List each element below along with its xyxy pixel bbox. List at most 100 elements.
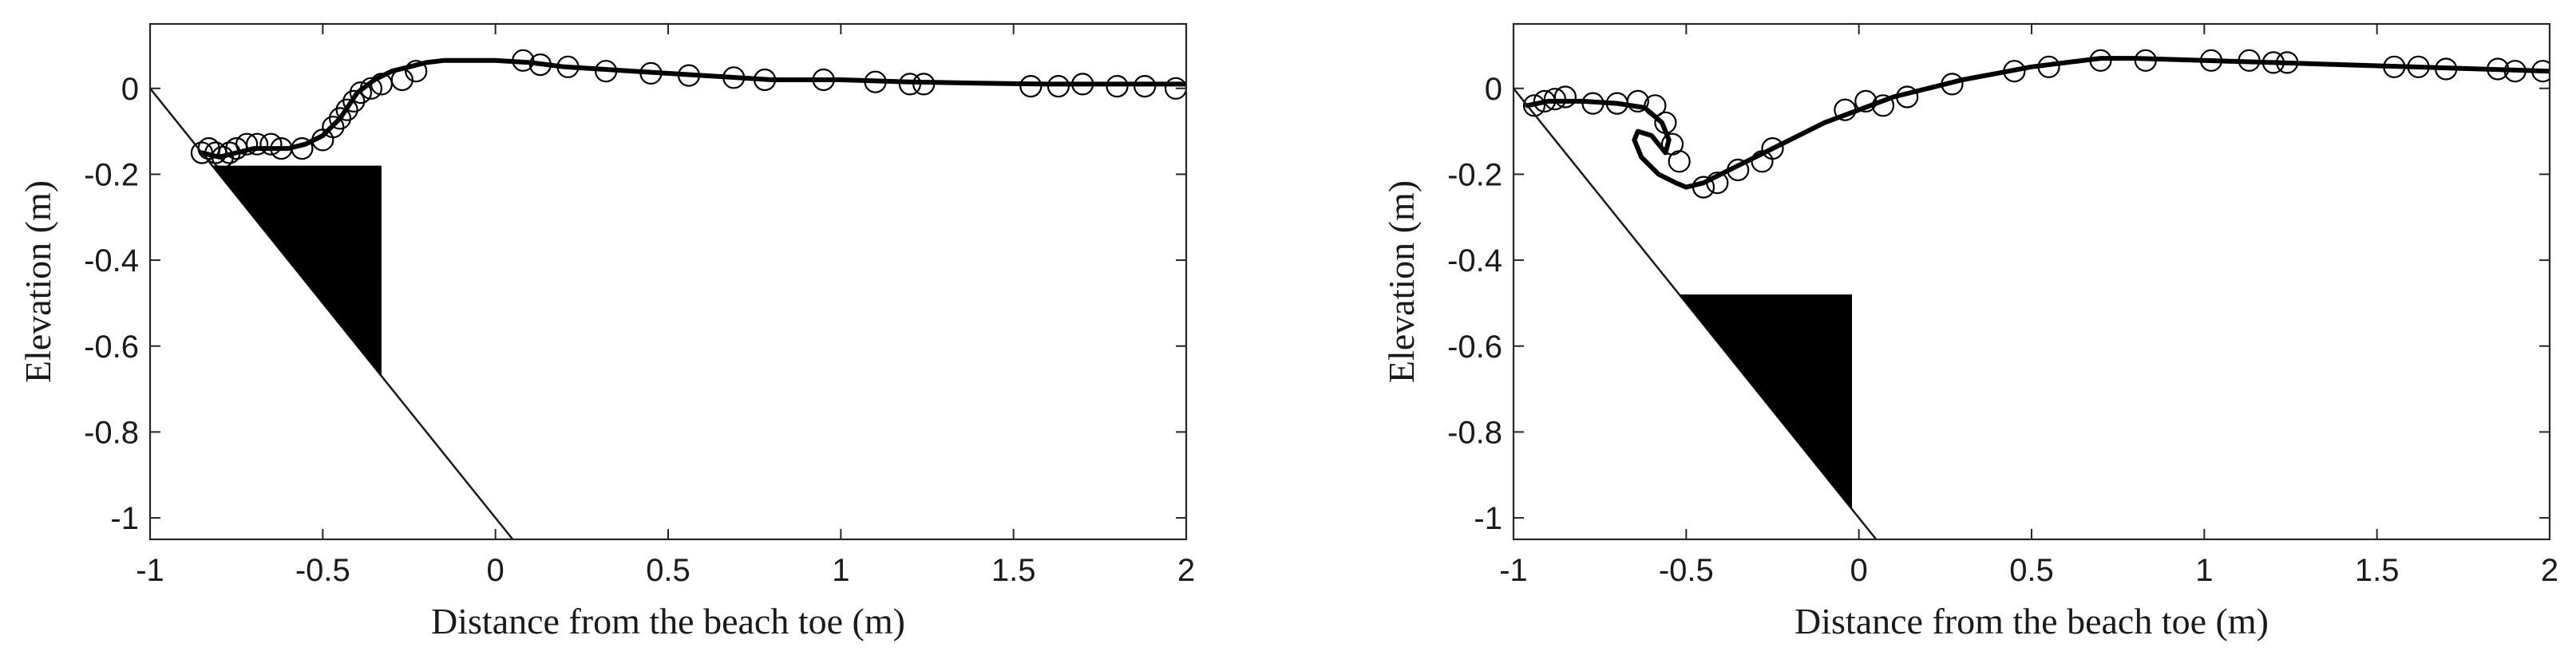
y-axis-label: Elevation (m) bbox=[1381, 180, 1422, 383]
y-tick-label: 0 bbox=[1485, 72, 1502, 107]
data-point bbox=[2383, 55, 2406, 78]
data-point bbox=[1668, 150, 1691, 173]
y-axis-label: Elevation (m) bbox=[18, 180, 58, 383]
y-tick-label: -1 bbox=[1474, 501, 1502, 536]
data-point bbox=[349, 81, 372, 105]
data-point bbox=[259, 132, 283, 156]
chart-left: -1 -0.5 0 0.5 1 1.5 2 0 -0.2 -0.4 -0.6 -0.8 -1 Distan… bbox=[18, 22, 1195, 641]
x-axis-label: Distance from the beach toe (m) bbox=[431, 601, 905, 641]
data-point bbox=[1133, 74, 1157, 98]
data-point bbox=[342, 89, 366, 113]
y-tick-label: -0.6 bbox=[84, 330, 139, 365]
data-point bbox=[359, 77, 382, 100]
data-point bbox=[912, 73, 936, 96]
y-tick-label: 0 bbox=[121, 72, 139, 107]
y-tick-label: -0.8 bbox=[1447, 415, 1502, 450]
data-point bbox=[722, 66, 746, 89]
y-tick-label: -0.2 bbox=[84, 157, 139, 192]
data-point bbox=[1047, 74, 1070, 98]
x-tick-label: 1.5 bbox=[991, 553, 1036, 588]
data-point bbox=[291, 137, 314, 160]
structure-triangle bbox=[212, 165, 382, 377]
data-point bbox=[328, 107, 352, 130]
data-point bbox=[2487, 57, 2510, 81]
data-point bbox=[1854, 89, 1878, 113]
beach-slope-line bbox=[150, 87, 514, 539]
data-point bbox=[2503, 60, 2527, 83]
data-point bbox=[2134, 49, 2157, 72]
profile-line bbox=[1525, 56, 2550, 190]
profile-line bbox=[199, 57, 1186, 160]
data-point bbox=[864, 70, 887, 93]
data-point bbox=[1761, 137, 1784, 160]
data-point bbox=[1644, 94, 1667, 117]
data-point bbox=[2261, 51, 2285, 74]
data-point bbox=[1543, 88, 1567, 111]
data-point bbox=[1581, 92, 1605, 115]
data-point bbox=[1692, 176, 1715, 199]
x-tick-label: 1.5 bbox=[2355, 553, 2400, 588]
data-point bbox=[898, 73, 922, 96]
data-point bbox=[405, 60, 428, 83]
data-point bbox=[556, 55, 580, 78]
data-point bbox=[2531, 60, 2550, 83]
x-tick-label: 0 bbox=[1850, 553, 1868, 588]
data-point bbox=[1553, 85, 1577, 109]
x-tick-label: 1 bbox=[832, 553, 849, 588]
data-point bbox=[2037, 55, 2060, 78]
data-point bbox=[812, 68, 835, 92]
data-point bbox=[639, 61, 663, 85]
y-tick-label: -0.6 bbox=[1447, 330, 1502, 365]
structure-triangle bbox=[1679, 294, 1853, 510]
data-point bbox=[677, 64, 701, 87]
data-point bbox=[1727, 158, 1750, 182]
y-tick-label: -1 bbox=[110, 501, 139, 536]
data-point bbox=[512, 49, 535, 72]
data-point bbox=[1106, 74, 1129, 98]
data-point bbox=[2003, 60, 2026, 83]
x-tick-label: -1 bbox=[1499, 553, 1528, 588]
data-point bbox=[322, 116, 345, 139]
x-tick-label: -1 bbox=[136, 553, 164, 588]
x-tick-label: -0.5 bbox=[1659, 553, 1714, 588]
x-tick-label: 2 bbox=[1177, 553, 1195, 588]
data-point bbox=[1071, 73, 1094, 96]
data-point bbox=[2435, 57, 2458, 81]
data-point bbox=[1522, 94, 1546, 117]
x-tick-label: 0.5 bbox=[2009, 553, 2054, 588]
y-tick-label: -0.8 bbox=[84, 415, 139, 450]
data-point bbox=[594, 60, 618, 83]
data-point bbox=[1896, 85, 1919, 109]
data-point bbox=[2089, 49, 2112, 72]
x-tick-label: 0.5 bbox=[646, 553, 690, 588]
data-point bbox=[1871, 94, 1895, 117]
y-tick-label: -0.2 bbox=[1447, 157, 1502, 192]
y-tick-label: -0.4 bbox=[84, 243, 139, 278]
data-point bbox=[235, 132, 259, 156]
data-point bbox=[246, 132, 269, 156]
data-point bbox=[1626, 89, 1649, 113]
data-point bbox=[528, 53, 552, 77]
x-tick-label: -0.5 bbox=[295, 553, 350, 588]
data-point bbox=[1941, 73, 1964, 96]
data-point bbox=[2276, 51, 2299, 74]
data-point bbox=[1019, 74, 1043, 98]
x-axis-label: Distance from the beach toe (m) bbox=[1794, 601, 2269, 641]
data-point bbox=[1164, 77, 1186, 100]
plot-area bbox=[1514, 49, 2550, 539]
data-point bbox=[1706, 172, 1729, 195]
x-tick-label: 1 bbox=[2195, 553, 2213, 588]
data-point bbox=[2199, 49, 2223, 72]
plot-area bbox=[150, 49, 1186, 539]
data-point bbox=[1654, 111, 1677, 134]
data-point bbox=[753, 68, 777, 92]
data-point bbox=[1834, 98, 1857, 121]
y-tick-label: -0.4 bbox=[1447, 243, 1502, 278]
data-point bbox=[2238, 49, 2261, 72]
data-point bbox=[335, 98, 358, 121]
x-tick-label: 0 bbox=[487, 553, 505, 588]
data-point bbox=[2407, 55, 2430, 78]
chart-right: -1 -0.5 0 0.5 1 1.5 2 0 -0.2 -0.4 -0.6 -0.8 -1 Distan… bbox=[1381, 22, 2558, 641]
x-tick-label: 2 bbox=[2541, 553, 2558, 588]
